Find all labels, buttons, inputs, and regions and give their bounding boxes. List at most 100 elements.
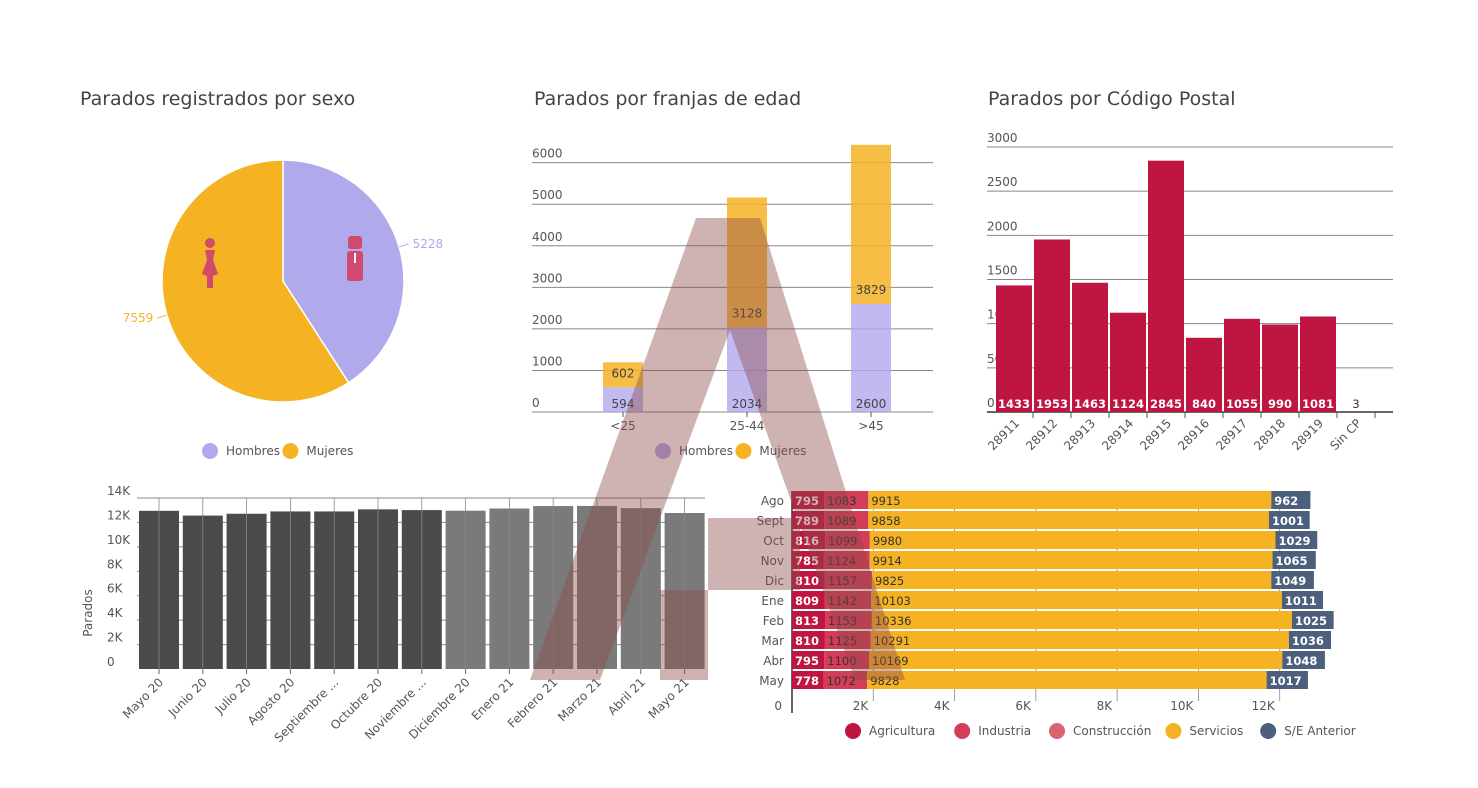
bar [996, 285, 1032, 412]
bar [1186, 337, 1222, 412]
bar-data-label: 1048 [1285, 654, 1317, 668]
bar-data-label: 9980 [873, 534, 902, 548]
bar-data-label: 2034 [732, 397, 763, 411]
bar-segment [871, 591, 1282, 609]
legend-label: Hombres [226, 444, 280, 458]
y-tick-label: 2000 [532, 313, 563, 327]
bar-data-label: 1125 [828, 634, 857, 648]
legend-swatch [202, 443, 218, 459]
bar-data-label: 795 [795, 494, 819, 508]
bar-chart-sectores: 0 2K 4K 6K 8K 10K 12K Ago 795 1083 9915 962 Sept 789 1… [757, 491, 1356, 739]
bar-data-label: 1100 [827, 654, 856, 668]
legend-label: Mujeres [306, 444, 353, 458]
bar-data-label: 3 [1352, 397, 1359, 411]
y-tick-label: 0 [532, 396, 540, 410]
bar-data-label: 594 [612, 397, 635, 411]
bar-data-label: 9914 [873, 554, 902, 568]
bar-segment [792, 571, 825, 589]
y-tick-label: 8K [107, 557, 124, 571]
x-tick-label: 28911 [985, 416, 1022, 453]
x-tick-label: 28919 [1289, 416, 1326, 453]
bar-segment [870, 631, 1289, 649]
male-icon-body [347, 251, 363, 281]
y-tick-label: Dic [765, 574, 784, 588]
x-tick-label: 28915 [1137, 416, 1174, 453]
x-tick-label: 8K [1097, 699, 1114, 713]
x-tick-label: Mayo 20 [120, 675, 166, 721]
pie-chart-sexo: 5228 7559 Hombres Mujeres [123, 159, 443, 459]
legend-swatch [282, 443, 299, 459]
bar-data-label: 1036 [1292, 634, 1324, 648]
x-tick-label: 28918 [1251, 416, 1288, 453]
bar-segment [792, 511, 825, 529]
bar-data-label: 602 [612, 366, 635, 380]
x-tick-label: 28916 [1175, 416, 1212, 453]
bar-data-label: 795 [795, 654, 819, 668]
y-tick-label: 1000 [532, 354, 563, 368]
bar-segment [792, 671, 824, 689]
bar-segment [792, 491, 825, 509]
bar-data-label: 2600 [856, 397, 887, 411]
legend-label: Servicios [1189, 724, 1243, 738]
y-tick-label: 3000 [532, 271, 563, 285]
x-tick-label: Abril 21 [605, 675, 648, 718]
female-icon-body [202, 250, 218, 288]
pie-label-line [398, 243, 409, 248]
bar-segment [823, 671, 868, 689]
bar-segment [824, 651, 870, 669]
y-tick-label: 6000 [532, 147, 563, 161]
y-tick-label: 6K [107, 582, 124, 596]
bar-data-label: 9858 [871, 514, 900, 528]
bar-segment [824, 511, 869, 529]
bar-segment [1266, 671, 1308, 689]
bar-data-label: 1463 [1074, 397, 1106, 411]
bar-data-label: 1433 [998, 397, 1030, 411]
bar-segment [824, 571, 872, 589]
bar-data-label: 1124 [827, 554, 856, 568]
x-tick-label: Mayo 21 [646, 675, 692, 721]
bar-segment [851, 303, 891, 412]
x-tick-label: 10K [1170, 699, 1194, 713]
bar-data-label: 10291 [874, 634, 911, 648]
legend-swatch [735, 443, 752, 459]
x-tick-label: 28912 [1023, 416, 1060, 453]
legend-label: S/E Anterior [1284, 724, 1356, 738]
bar-segment [869, 551, 1273, 569]
bar-data-label: 2845 [1150, 397, 1182, 411]
chart-title-edad: Parados por franjas de edad [534, 88, 802, 110]
bar-data-label: 789 [795, 514, 819, 528]
bar-segment [824, 591, 872, 609]
bar-data-label: 1083 [827, 494, 856, 508]
bar-data-label: 809 [795, 594, 819, 608]
y-tick-label: 2K [107, 631, 124, 645]
y-tick-label: 4K [107, 606, 124, 620]
bar-segment [871, 611, 1292, 629]
bar-data-label: 9915 [871, 494, 900, 508]
bar-segment [824, 491, 869, 509]
bar [1110, 312, 1146, 412]
legend-swatch [1049, 723, 1065, 739]
bar-segment [1288, 631, 1332, 649]
bar-segment [1268, 511, 1310, 529]
chart-title-sexo: Parados registrados por sexo [80, 88, 356, 110]
bar-segment [1291, 611, 1334, 629]
y-tick-label: 12K [107, 508, 131, 522]
bar-segment [851, 144, 891, 304]
y-axis-label: Parados [81, 589, 95, 637]
bar-segment [1275, 531, 1318, 549]
bar-data-label: 1157 [828, 574, 857, 588]
y-tick-label: 1500 [987, 264, 1018, 278]
bar-segment [869, 651, 1283, 669]
x-tick-label: 12K [1252, 699, 1276, 713]
female-icon-head [205, 238, 215, 248]
y-tick-label: Oct [763, 534, 784, 548]
y-tick-label: 14K [107, 485, 131, 498]
x-tick-label: Sin CP [1327, 416, 1364, 453]
bar-data-label: 1089 [827, 514, 856, 528]
female-icon [202, 238, 218, 288]
y-tick-label: Nov [761, 554, 784, 568]
y-tick-label: Ene [761, 594, 784, 608]
x-tick-label: Marzo 21 [555, 675, 604, 724]
bar-data-label: 3829 [856, 283, 887, 297]
y-tick-label: 3000 [987, 131, 1018, 145]
